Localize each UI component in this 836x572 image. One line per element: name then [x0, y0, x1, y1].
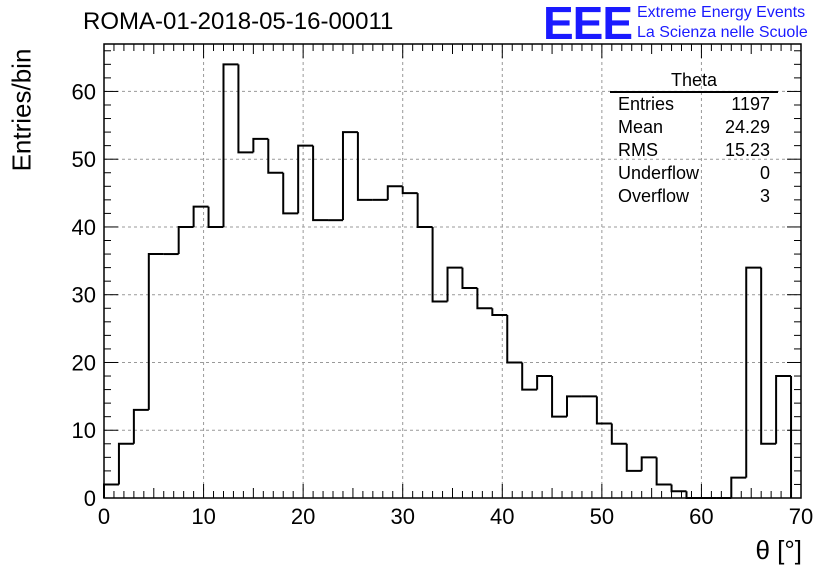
- y-tick-label: 10: [72, 418, 96, 443]
- chart-title: ROMA-01-2018-05-16-00011: [83, 8, 394, 35]
- histogram-bin: [536, 375, 553, 390]
- x-tick-label: 60: [689, 504, 713, 529]
- stats-row-rms: RMS 15.23: [610, 139, 778, 162]
- stats-label: Overflow: [618, 186, 690, 206]
- histogram-bin: [386, 185, 403, 200]
- histogram-bin: [103, 483, 119, 498]
- histogram-bin: [117, 442, 134, 485]
- y-tick-labels: 0 10 20 30 40 50 60: [72, 79, 96, 511]
- stats-value: 1197: [731, 94, 770, 114]
- histogram-bin: [222, 63, 239, 227]
- histogram-bars: [103, 63, 793, 499]
- stats-label: RMS: [618, 140, 658, 160]
- histogram-bin: [655, 457, 672, 486]
- histogram-bin: [566, 395, 582, 417]
- stats-value: 24.29: [724, 117, 770, 137]
- histogram-bin: [506, 315, 523, 364]
- stats-value: 3: [759, 186, 770, 206]
- histogram-bin: [521, 362, 538, 391]
- y-tick-label: 40: [72, 215, 96, 240]
- stats-label: Mean: [618, 117, 664, 137]
- x-axis-label: θ [°]: [755, 535, 802, 565]
- y-axis-label-wrap: Entries/bin: [4, 0, 40, 572]
- stats-value: 15.23: [724, 140, 770, 160]
- histogram-bin: [237, 64, 254, 154]
- histogram-bin: [730, 476, 747, 498]
- histogram-bin: [640, 456, 657, 471]
- histogram-bin: [625, 443, 642, 472]
- stats-row-mean: Mean 24.29: [610, 116, 778, 139]
- x-tick-label: 30: [390, 504, 414, 529]
- axis-ticks: [103, 44, 802, 499]
- histogram-bin: [356, 132, 373, 201]
- stats-row-entries: Entries 1197: [610, 93, 778, 116]
- histogram-bin: [312, 145, 329, 222]
- histogram-bin: [132, 408, 149, 444]
- histogram-bin: [192, 205, 209, 227]
- histogram-bin: [595, 396, 612, 425]
- stats-value: 0: [759, 163, 770, 183]
- eee-logo-mark: EEE: [543, 0, 633, 49]
- eee-logo-text: Extreme Energy Events La Scienza nelle S…: [637, 3, 808, 43]
- histogram-bin: [610, 423, 627, 445]
- y-tick-label: 30: [72, 283, 96, 308]
- histogram-bin: [745, 266, 762, 478]
- histogram-bin: [297, 144, 314, 214]
- x-tick-label: 70: [789, 504, 813, 529]
- stats-title: Theta: [610, 70, 778, 93]
- x-tick-label: 10: [191, 504, 215, 529]
- histogram-bin: [147, 253, 164, 410]
- logo-line-1: Extreme Energy Events: [637, 4, 806, 21]
- histogram-bin: [267, 138, 284, 174]
- stats-label: Underflow: [618, 163, 700, 183]
- histogram-bin: [431, 226, 448, 303]
- histogram-bin: [401, 186, 418, 195]
- stats-label: Entries: [618, 94, 675, 114]
- histogram-bin: [252, 137, 269, 153]
- histogram-bin: [207, 206, 224, 228]
- histogram-bin: [551, 376, 568, 418]
- stats-row-underflow: Underflow 0: [610, 162, 778, 185]
- stats-box: Theta Entries 1197 Mean 24.29 RMS 15.23 …: [610, 70, 778, 208]
- y-tick-label: 50: [72, 147, 96, 172]
- x-tick-label: 0: [98, 504, 110, 529]
- x-tick-label: 20: [291, 504, 315, 529]
- x-tick-labels: 0 10 20 30 40 50 60 70: [98, 504, 813, 529]
- y-tick-label: 20: [72, 350, 96, 375]
- histogram-bin: [177, 225, 194, 255]
- y-axis-label: Entries/bin: [6, 48, 37, 172]
- histogram-bin: [476, 287, 493, 310]
- stats-row-overflow: Overflow 3: [610, 185, 778, 208]
- histogram-bin: [461, 267, 478, 289]
- x-tick-label: 40: [490, 504, 514, 529]
- histogram-bin: [341, 131, 358, 221]
- histogram-bin: [760, 267, 777, 445]
- logo-line-2: La Scienza nelle Scuole: [637, 24, 808, 41]
- histogram-bin: [282, 172, 299, 215]
- y-tick-label: 0: [84, 486, 96, 511]
- histogram-bin: [446, 266, 463, 302]
- histogram-bin: [670, 484, 687, 493]
- x-tick-label: 50: [590, 504, 614, 529]
- histogram-bin: [491, 308, 508, 317]
- histogram-bin: [416, 193, 433, 228]
- histogram-bin: [775, 375, 792, 444]
- y-tick-label: 60: [72, 79, 96, 104]
- histogram-bin: [685, 491, 702, 499]
